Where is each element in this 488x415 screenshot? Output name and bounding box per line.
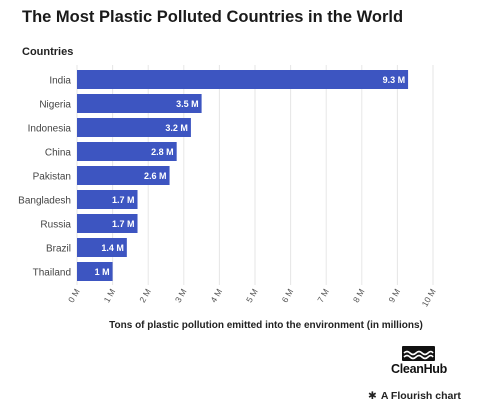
- bar: [77, 70, 409, 89]
- bar: [77, 214, 138, 233]
- flourish-credit[interactable]: ✱ A Flourish chart: [368, 390, 461, 402]
- asterisk-icon: ✱: [368, 390, 377, 402]
- category-label: Brazil: [46, 244, 71, 255]
- bar: [77, 190, 138, 209]
- x-tick-label: 4 M: [208, 287, 224, 304]
- y-axis-label: Countries: [22, 46, 73, 58]
- value-label: 2.8 M: [151, 147, 174, 157]
- x-tick-label: 0 M: [66, 287, 82, 304]
- bar: [77, 118, 191, 137]
- value-label: 1.7 M: [112, 195, 135, 205]
- x-axis-label: Tons of plastic pollution emitted into t…: [109, 320, 423, 331]
- brand-name: CleanHub: [391, 362, 447, 376]
- value-label: 1.7 M: [112, 219, 135, 229]
- x-tick-label: 10 M: [420, 287, 438, 308]
- category-label: Thailand: [33, 268, 71, 279]
- bar: [77, 238, 127, 257]
- cleanhub-waves-icon: [402, 346, 435, 361]
- bar: [77, 262, 113, 281]
- x-tick-label: 9 M: [386, 287, 402, 304]
- x-tick-label: 3 M: [173, 287, 189, 304]
- category-label: India: [49, 76, 71, 87]
- bar: [77, 94, 202, 113]
- category-label: Bangladesh: [18, 196, 71, 207]
- credit-text: A Flourish chart: [380, 390, 461, 402]
- value-label: 1 M: [95, 267, 110, 277]
- x-tick-label: 5 M: [244, 287, 260, 304]
- x-tick-label: 6 M: [280, 287, 296, 304]
- category-label: Pakistan: [33, 172, 71, 183]
- value-label: 1.4 M: [101, 243, 124, 253]
- category-label: Indonesia: [28, 124, 72, 135]
- bar: [77, 142, 177, 161]
- value-label: 9.3 M: [383, 75, 406, 85]
- bar: [77, 166, 170, 185]
- x-tick-label: 2 M: [137, 287, 153, 304]
- x-tick-label: 7 M: [315, 287, 331, 304]
- value-label: 3.5 M: [176, 99, 199, 109]
- category-label: China: [45, 148, 72, 159]
- value-label: 3.2 M: [165, 123, 188, 133]
- category-label: Nigeria: [39, 100, 71, 111]
- x-tick-label: 8 M: [351, 287, 367, 304]
- category-label: Russia: [40, 220, 71, 231]
- chart-title: The Most Plastic Polluted Countries in t…: [22, 8, 404, 26]
- x-tick-label: 1 M: [102, 287, 118, 304]
- value-label: 2.6 M: [144, 171, 167, 181]
- cleanhub-logo: CleanHub: [384, 344, 454, 378]
